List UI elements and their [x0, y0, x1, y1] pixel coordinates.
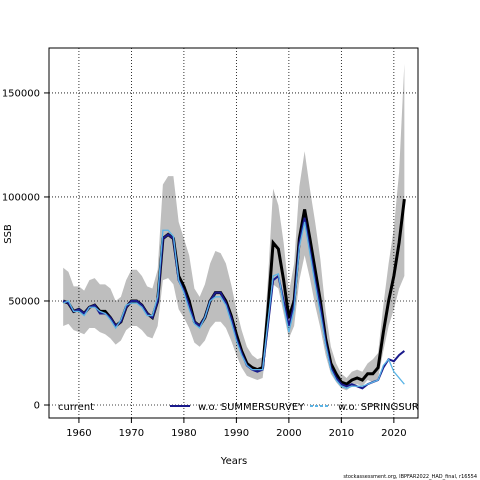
x-tick-label: 2020	[381, 428, 406, 439]
x-tick-label: 1960	[66, 428, 91, 439]
y-tick-label: 50000	[8, 296, 40, 307]
x-tick-label: 1970	[119, 428, 144, 439]
legend-label: w.o. SUMMERSURVEY	[198, 402, 305, 413]
y-axis-label: SSB	[3, 224, 14, 244]
plot-area	[49, 48, 418, 418]
series-line	[62, 221, 405, 390]
y-tick-label: 100000	[2, 192, 40, 203]
series-line	[62, 198, 406, 386]
confidence-band	[63, 63, 405, 391]
legend-label: current	[58, 402, 94, 413]
x-tick-label: 1980	[171, 428, 196, 439]
x-tick-label: 1990	[224, 428, 249, 439]
x-tick-label: 2010	[329, 428, 354, 439]
legend-label: w.o. SPRINGSURVEY	[338, 402, 438, 413]
x-tick-label: 2000	[276, 428, 301, 439]
footer: stockassessment.org, IBPFAR2022_HAD_fina…	[343, 474, 477, 480]
y-tick-label: 150000	[2, 88, 40, 99]
y-tick-label: 0	[34, 400, 40, 411]
plot-frame	[48, 47, 419, 419]
legend: current w.o. SUMMERSURVEY w.o. SPRINGSURVE…	[58, 402, 438, 413]
series-line	[62, 217, 405, 390]
x-axis-label: Years	[220, 456, 247, 467]
